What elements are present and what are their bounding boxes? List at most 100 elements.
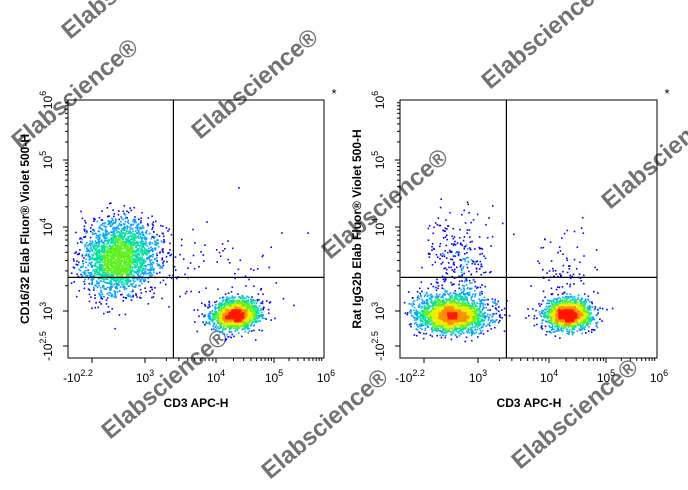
event-dot [96, 254, 99, 256]
event-dot [461, 213, 463, 216]
event-dot [597, 292, 599, 294]
event-dot [221, 313, 223, 316]
event-dot [219, 306, 222, 309]
event-dot [113, 265, 115, 268]
event-dot [182, 258, 185, 260]
event-dot [146, 252, 148, 254]
event-dot [198, 315, 200, 318]
event-dot [581, 332, 583, 335]
event-dot [543, 308, 546, 311]
event-dot [470, 330, 472, 332]
event-dot [496, 303, 498, 305]
event-dot [217, 321, 219, 324]
event-dot [237, 293, 239, 295]
event-dot [127, 275, 130, 278]
event-dot [94, 284, 96, 286]
event-dot [466, 293, 469, 296]
event-dot [225, 310, 228, 313]
event-dot [102, 286, 104, 288]
event-dot [245, 297, 247, 299]
event-dot [128, 248, 130, 250]
event-dot [101, 250, 103, 252]
event-dot [93, 229, 96, 232]
event-dot [129, 240, 132, 243]
event-dot [566, 229, 569, 232]
event-dot [228, 308, 230, 310]
event-dot [97, 230, 100, 232]
event-dot [117, 268, 119, 270]
event-dot [477, 286, 479, 289]
event-dot [112, 269, 115, 271]
event-dot [219, 327, 222, 329]
event-dot [137, 223, 139, 226]
event-dot [131, 269, 134, 271]
event-dot [142, 279, 145, 281]
event-dot [244, 319, 247, 321]
event-dot [100, 280, 102, 282]
event-dot [130, 273, 133, 276]
event-dot [140, 265, 142, 267]
event-dot [121, 232, 124, 235]
event-dot [151, 288, 153, 291]
event-dot [132, 279, 135, 282]
event-dot [453, 261, 455, 264]
event-dot [211, 320, 214, 323]
event-dot [127, 266, 130, 268]
event-dot [416, 314, 419, 316]
event-dot [527, 308, 529, 310]
event-dot [233, 297, 235, 300]
x-tick-label: 103 [136, 368, 154, 385]
event-dot [204, 303, 206, 306]
event-dot [150, 259, 153, 261]
event-dot [469, 248, 472, 251]
event-dot [503, 307, 506, 310]
event-dot [466, 299, 468, 301]
event-dot [479, 294, 482, 297]
event-dot [238, 311, 240, 314]
event-dot [103, 312, 105, 315]
event-dot [103, 246, 106, 249]
event-dot [96, 270, 99, 272]
event-dot [181, 238, 183, 241]
event-dot [307, 232, 309, 234]
event-dot [230, 291, 233, 293]
event-dot [473, 301, 476, 304]
event-dot [147, 272, 149, 275]
event-dot [139, 260, 141, 263]
event-dot [254, 314, 256, 317]
event-dot [146, 257, 149, 259]
event-dot [549, 241, 552, 243]
event-dot [236, 313, 238, 315]
event-dot [140, 240, 143, 242]
event-dot [238, 317, 240, 320]
event-dot [109, 245, 111, 247]
event-dot [214, 310, 216, 313]
event-dot [445, 244, 448, 247]
event-dot [168, 228, 171, 230]
event-dot [255, 313, 257, 315]
event-dot [239, 296, 242, 299]
event-dot [577, 294, 580, 296]
event-dot [132, 274, 134, 277]
event-dot [211, 304, 214, 307]
event-dot [137, 234, 140, 236]
event-dot [93, 252, 95, 254]
event-dot [105, 254, 108, 256]
event-dot [468, 331, 471, 334]
event-dot [533, 315, 536, 317]
event-dot [78, 261, 80, 264]
event-dot [137, 253, 140, 255]
event-dot [131, 289, 134, 291]
event-dot [543, 315, 545, 318]
event-dot [142, 269, 145, 271]
event-dot [122, 257, 125, 259]
event-dot [551, 328, 554, 330]
event-dot [158, 235, 161, 237]
event-dot [145, 254, 148, 256]
event-dot [129, 260, 132, 262]
event-dot [135, 221, 138, 224]
event-dot [250, 268, 252, 270]
event-dot [242, 299, 244, 302]
event-dot [83, 236, 85, 239]
event-dot [107, 220, 110, 222]
